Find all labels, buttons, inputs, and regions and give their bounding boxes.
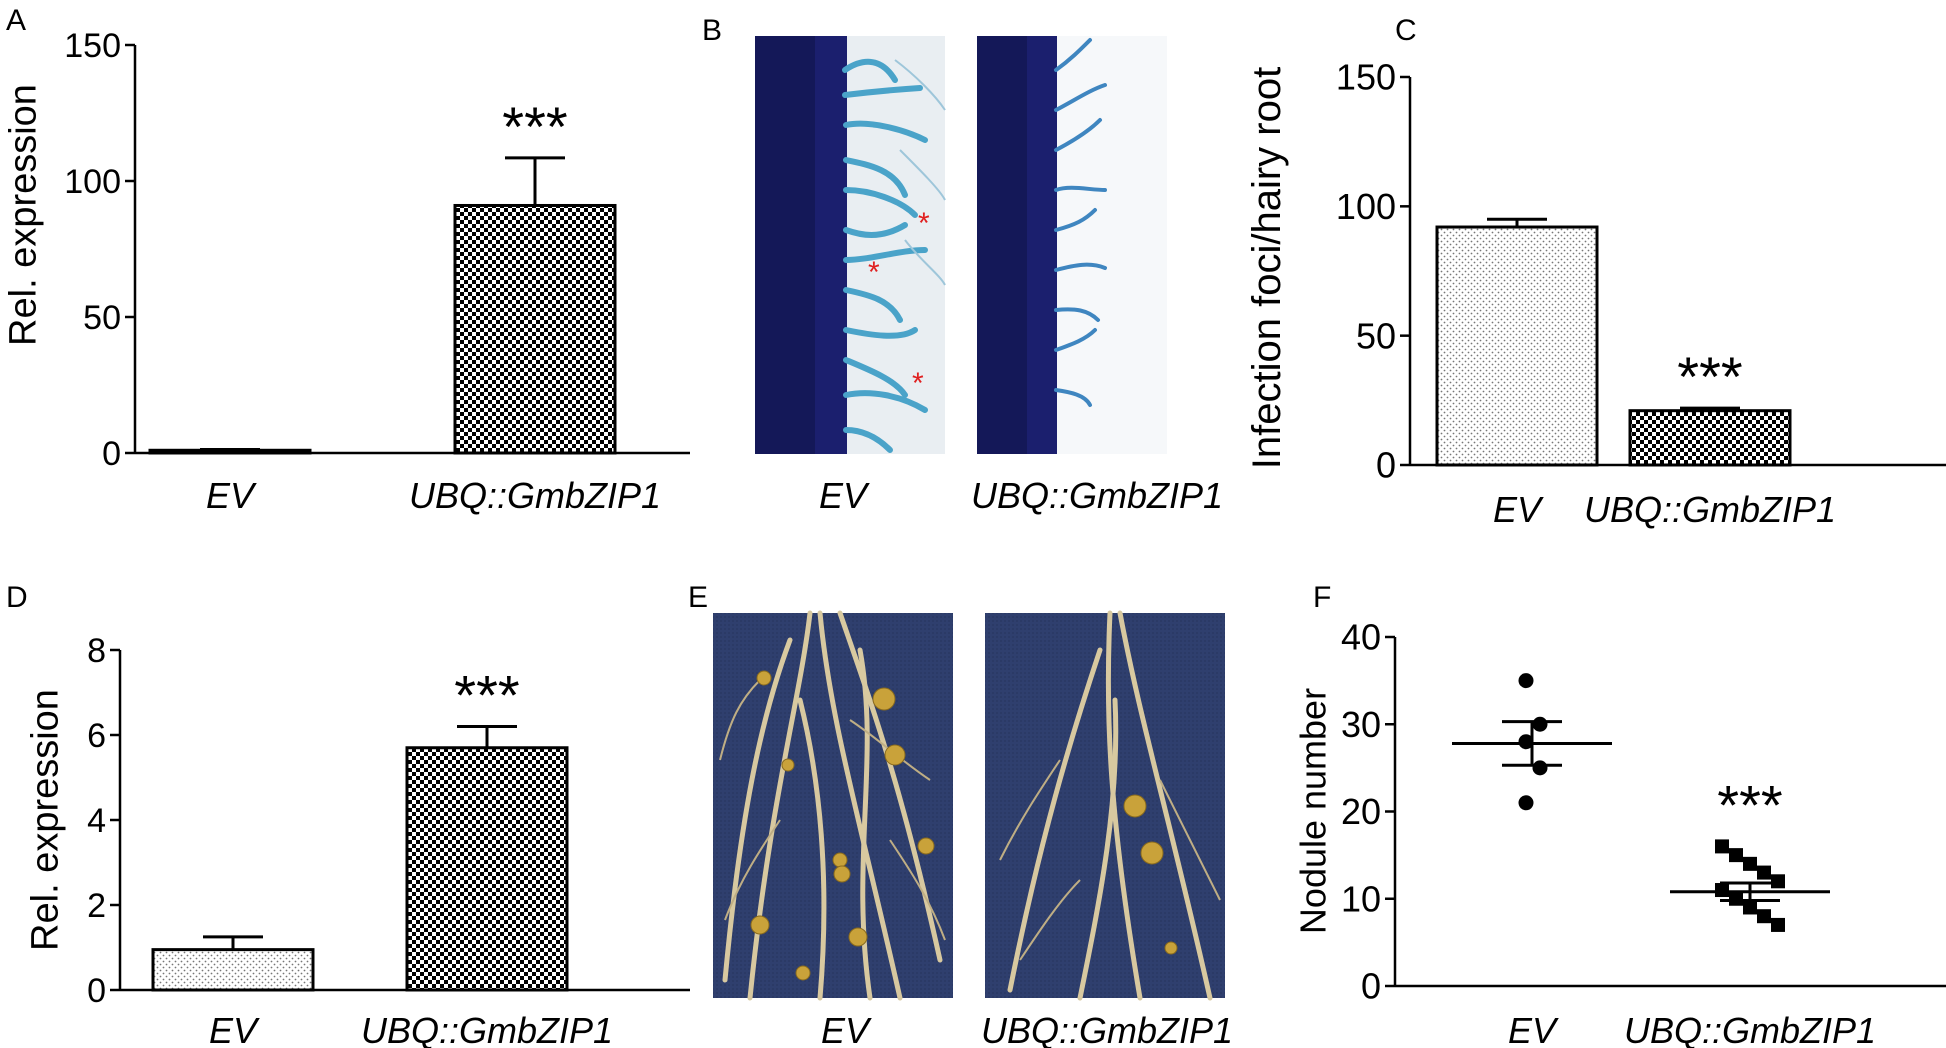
panel-f-ytick-label: 20 xyxy=(1341,791,1381,832)
panel-e-xlabel-ev: EV xyxy=(821,1010,872,1048)
panel-a-significance-label: *** xyxy=(502,95,567,158)
panel-f-data-point xyxy=(1743,856,1757,871)
micrograph-ev: * * * xyxy=(755,36,946,454)
panel-f-data-point xyxy=(1757,909,1771,924)
panel-e-xlabel-ubq: UBQ::GmbZIP1 xyxy=(981,1010,1233,1048)
panel-c-ytick-label: 50 xyxy=(1356,315,1396,356)
panel-f-category-label: EV xyxy=(1508,1010,1559,1048)
panel-d-category-label: UBQ::GmbZIP1 xyxy=(361,1010,613,1048)
panel-c-significance-label: *** xyxy=(1677,345,1742,408)
panel-d-ytick-label: 2 xyxy=(87,887,106,925)
panel-b-xlabel-ev: EV xyxy=(819,475,870,516)
panel-c-ytick-label: 0 xyxy=(1376,445,1396,486)
panel-d-significance-label: *** xyxy=(454,664,519,727)
panel-f-ytick-label: 10 xyxy=(1341,878,1381,919)
panel-e-photos: EV UBQ::GmbZIP1 xyxy=(713,610,1233,1048)
panel-f-data-point xyxy=(1518,673,1534,689)
red-asterisk-marker-2: * xyxy=(868,256,880,289)
panel-c-bar xyxy=(1628,409,1792,467)
panel-d-ytick-label: 8 xyxy=(87,632,106,670)
panel-d-bar xyxy=(151,948,315,992)
panel-b-letter: B xyxy=(702,14,722,47)
panel-e-letter: E xyxy=(688,581,708,614)
panel-f-data-point xyxy=(1715,839,1729,854)
panel-a-bar xyxy=(453,203,617,455)
panel-f-ytick-label: 0 xyxy=(1361,966,1381,1007)
panel-a-ytick-label: 150 xyxy=(64,27,121,65)
panel-a-ytick-label: 50 xyxy=(83,299,121,337)
panel-d-ytick-label: 4 xyxy=(87,802,106,840)
panel-c-ytick-label: 150 xyxy=(1336,57,1396,98)
panel-f-data-point xyxy=(1729,848,1743,863)
panel-d-bar xyxy=(405,746,569,992)
lateral-roots-ev xyxy=(719,679,946,941)
panel-f-significance-label: *** xyxy=(1717,773,1782,836)
panel-f-data-point xyxy=(1532,760,1548,776)
nodules-ev xyxy=(750,670,935,981)
panel-f-data-point xyxy=(1518,795,1534,811)
panel-b-xlabel-ubq: UBQ::GmbZIP1 xyxy=(971,475,1223,516)
red-asterisk-marker-1: * xyxy=(918,207,930,240)
panel-f-data-point xyxy=(1532,716,1548,732)
panel-f-data-point xyxy=(1729,891,1743,906)
panel-a-y-axis-label: Rel. expression xyxy=(2,84,44,346)
photo-ubq xyxy=(985,610,1225,1001)
panel-c-category-label: EV xyxy=(1493,489,1544,530)
panel-b-micrographs: * * * EV UBQ::GmbZIP1 xyxy=(755,36,1223,516)
panel-f-data-point xyxy=(1757,865,1771,880)
panel-f-ytick-label: 30 xyxy=(1341,704,1381,745)
root-hairs-ubq xyxy=(1054,38,1107,407)
panel-c-y-axis-label: Infection foci/hairy root xyxy=(1245,67,1289,469)
panel-a-category-label: UBQ::GmbZIP1 xyxy=(409,475,661,516)
panel-f-data-point xyxy=(1715,883,1729,898)
panel-c-bar-chart: 0 50 100 150 Infection foci/hairy root EV UBQ:… xyxy=(1245,57,1946,530)
panel-d-letter: D xyxy=(6,581,28,614)
panel-d-y-axis-label: Rel. expression xyxy=(24,689,66,951)
lateral-roots-ubq xyxy=(999,759,1221,961)
panel-f-data-point xyxy=(1771,917,1785,932)
root-hairs-ev xyxy=(842,58,928,453)
panel-a-letter: A xyxy=(6,4,26,37)
panel-a-category-label: EV xyxy=(206,475,257,516)
nodules-ubq xyxy=(1123,794,1178,955)
panel-a-ytick-label: 0 xyxy=(102,435,121,473)
panel-f-y-axis-label: Nodule number xyxy=(1293,688,1334,934)
panel-f-data-point xyxy=(1518,734,1534,750)
panel-a-ytick-label: 100 xyxy=(64,163,121,201)
red-asterisk-marker-3: * xyxy=(912,367,924,400)
thin-hairs-ev xyxy=(894,59,946,286)
panel-c-ytick-label: 100 xyxy=(1336,186,1396,227)
panel-f-data-point xyxy=(1771,874,1785,889)
panel-d-category-label: EV xyxy=(209,1010,260,1048)
panel-f-data-point xyxy=(1743,900,1757,915)
panel-f-ytick-label: 40 xyxy=(1341,617,1381,658)
panel-c-bar xyxy=(1435,225,1599,467)
panel-f-letter: F xyxy=(1313,581,1331,614)
panel-c-letter: C xyxy=(1395,14,1417,47)
photo-ev xyxy=(713,610,953,1001)
panel-d-ytick-label: 6 xyxy=(87,717,106,755)
panel-d-ytick-label: 0 xyxy=(87,972,106,1010)
panel-f-category-label: UBQ::GmbZIP1 xyxy=(1624,1010,1876,1048)
panel-c-category-label: UBQ::GmbZIP1 xyxy=(1584,489,1836,530)
roots-ubq xyxy=(1007,610,1213,1001)
micrograph-ubq xyxy=(977,36,1167,454)
